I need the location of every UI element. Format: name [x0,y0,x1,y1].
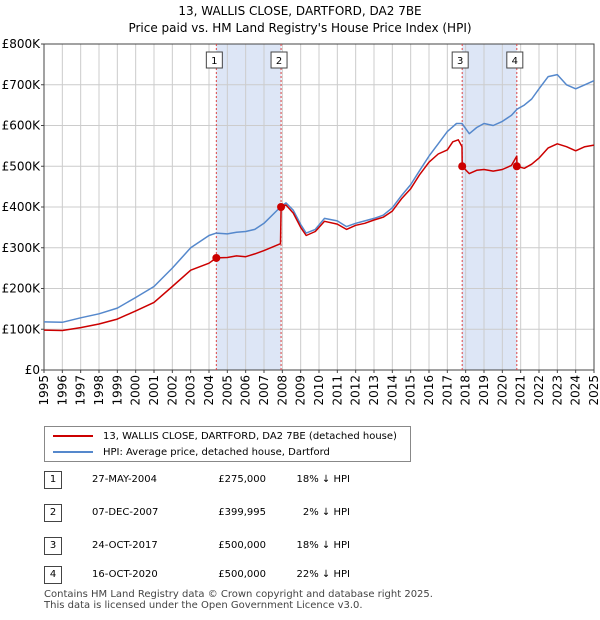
sale-point [212,253,221,262]
sale-hpi-diff: 2% ↓ HPI [302,507,350,518]
y-tick-label: £300K [2,241,42,255]
y-tick-label: £200K [2,282,42,296]
y-tick-label: £0 [25,363,40,377]
x-tick-label: 1998 [92,375,106,406]
sale-number-boxes: 1 2 3 4 [205,51,524,69]
sale-number-badge: 1 [44,471,62,489]
y-tick-label: £600K [2,119,42,133]
sale-row: 4 16-OCT-2020 £500,000 22% ↓ HPI [44,566,464,586]
x-tick-label: 2017 [440,375,454,406]
sale-number-text: 4 [512,56,518,67]
chart-subtitle: Price paid vs. HM Land Registry's House … [128,21,471,35]
x-tick-label: 2013 [367,375,381,406]
x-tick-label: 1997 [74,375,88,406]
x-tick-label: 2015 [404,375,418,406]
footer-licence: This data is licensed under the Open Gov… [44,600,363,611]
x-tick-label: 2016 [422,375,436,406]
sale-point [458,162,467,171]
sale-row: 1 27-MAY-2004 £275,000 18% ↓ HPI [44,471,464,491]
sale-number-badge: 3 [44,537,62,555]
x-tick-label: 2019 [477,375,491,406]
sale-price: £275,000 [218,474,266,485]
sale-hpi-diff: 18% ↓ HPI [296,540,350,551]
x-tick-label: 2024 [569,375,583,406]
sale-number-text: 2 [276,56,282,67]
legend-item-hpi: HPI: Average price, detached house, Dart… [53,444,330,460]
x-axis-ticks: 1995 1996 1997 1998 1999 2000 2001 2002 2003 2004… [37,370,600,406]
y-tick-label: £100K [2,322,42,336]
x-tick-label: 2025 [587,375,600,406]
property-series-line [43,139,595,332]
sale-row: 3 24-OCT-2017 £500,000 18% ↓ HPI [44,537,464,557]
sale-price: £399,995 [218,507,266,518]
sale-number-box [270,51,288,69]
footer-copyright: Contains HM Land Registry data © Crown c… [44,589,433,600]
sale-date: 24-OCT-2017 [92,540,158,551]
sale-hpi-diff: 18% ↓ HPI [296,474,350,485]
sale-number-text: 3 [457,56,463,67]
x-tick-label: 2002 [165,375,179,406]
x-tick-label: 2001 [147,375,161,406]
sale-number-box [205,51,223,69]
x-tick-label: 2006 [239,375,253,406]
legend-swatch-property [53,435,93,437]
x-tick-label: 2018 [459,375,473,406]
sale-points [212,162,521,262]
x-tick-label: 1996 [55,375,69,406]
y-tick-label: £800K [2,37,42,51]
hpi-series-line [43,73,595,324]
legend-label-hpi: HPI: Average price, detached house, Dart… [103,446,330,458]
chart-title: 13, WALLIS CLOSE, DARTFORD, DA2 7BE [178,4,421,18]
x-tick-label: 2005 [220,375,234,406]
x-tick-label: 2004 [202,375,216,406]
x-tick-label: 2003 [184,375,198,406]
sale-date: 07-DEC-2007 [92,507,159,518]
x-tick-label: 2000 [129,375,143,406]
legend-swatch-hpi [53,451,93,453]
x-tick-label: 2012 [349,375,363,406]
sale-point [277,203,286,212]
x-tick-label: 2008 [275,375,289,406]
sale-number-text: 1 [211,56,217,67]
x-tick-label: 2020 [495,375,509,406]
x-tick-label: 2014 [385,375,399,406]
x-tick-label: 2011 [330,375,344,406]
y-axis-ticks: £0 £100K £200K £300K £400K £500K £600K £700K £80… [2,37,44,377]
x-tick-label: 2022 [532,375,546,406]
sale-date: 27-MAY-2004 [92,474,158,485]
y-tick-label: £500K [2,159,42,173]
sale-number-box [506,51,524,69]
legend-item-property: 13, WALLIS CLOSE, DARTFORD, DA2 7BE (det… [53,428,397,444]
price-chart: 13, WALLIS CLOSE, DARTFORD, DA2 7BE Pric… [2,4,600,406]
sale-number-badge: 4 [44,566,62,584]
x-tick-label: 2010 [312,375,326,406]
x-tick-label: 2007 [257,375,271,406]
sale-date: 16-OCT-2020 [92,569,158,580]
x-tick-label: 1999 [110,375,124,406]
x-tick-label: 2021 [514,375,528,406]
y-tick-label: £400K [2,200,42,214]
legend-label-property: 13, WALLIS CLOSE, DARTFORD, DA2 7BE (det… [103,430,397,442]
gridlines [43,43,595,371]
series-lines [43,73,595,332]
sale-price: £500,000 [218,540,266,551]
legend: 13, WALLIS CLOSE, DARTFORD, DA2 7BE (det… [44,426,411,462]
footer: Contains HM Land Registry data © Crown c… [44,589,433,611]
sale-hpi-diff: 22% ↓ HPI [296,569,350,580]
x-tick-label: 2023 [550,375,564,406]
sale-row: 2 07-DEC-2007 £399,995 2% ↓ HPI [44,504,464,524]
y-tick-label: £700K [2,78,42,92]
x-tick-label: 2009 [294,375,308,406]
sale-point [512,162,521,171]
sale-number-box [451,51,469,69]
sale-price: £500,000 [218,569,266,580]
sale-number-badge: 2 [44,504,62,522]
x-tick-label: 1995 [37,375,51,406]
